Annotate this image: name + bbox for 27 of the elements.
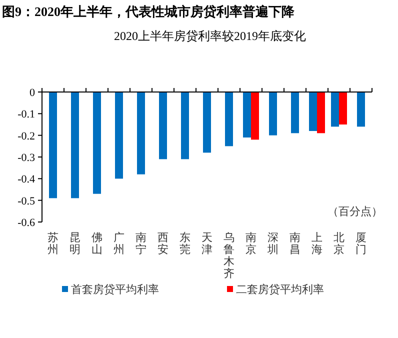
x-tick-label: 天津 <box>202 232 212 256</box>
x-tick-label: 北京 <box>334 231 344 256</box>
x-tick-label: 广州 <box>114 231 124 256</box>
y-tick-label: -0.1 <box>18 108 35 121</box>
y-tick-label: -0.5 <box>18 195 36 208</box>
x-tick-label: 东莞 <box>180 231 190 256</box>
y-tick-label: -0.4 <box>18 174 36 186</box>
x-tick-label: 南昌 <box>290 231 300 256</box>
x-tick-label: 苏州 <box>48 231 58 256</box>
chart-subtitle: 2020上半年房贷利率较2019年底变化 <box>114 29 306 43</box>
y-tick-label: -0.2 <box>18 130 35 142</box>
x-tick-label: 厦门 <box>356 232 366 256</box>
x-tick-label: 南京 <box>246 231 256 256</box>
x-tick-label: 上海 <box>312 231 322 256</box>
x-tick-label: 昆明 <box>70 232 80 256</box>
y-tick-label: 0 <box>30 87 36 99</box>
legend-label: 首套房贷平均利率 <box>71 283 159 296</box>
x-tick-label: 深圳 <box>266 232 278 256</box>
chart-title: 图9：2020年上半年，代表性城市房贷利率普遍下降 <box>2 4 296 19</box>
annotation: （百分点） <box>328 205 382 218</box>
y-tick-label: -0.6 <box>18 217 36 229</box>
x-tick-label: 南宁 <box>136 231 146 256</box>
x-tick-label: 西安 <box>158 232 168 256</box>
x-tick-label: 乌鲁木齐 <box>224 232 234 280</box>
x-tick-label: 佛山 <box>92 232 102 256</box>
y-tick-label: -0.3 <box>18 152 36 164</box>
legend-label: 二套房贷平均利率 <box>236 283 324 296</box>
